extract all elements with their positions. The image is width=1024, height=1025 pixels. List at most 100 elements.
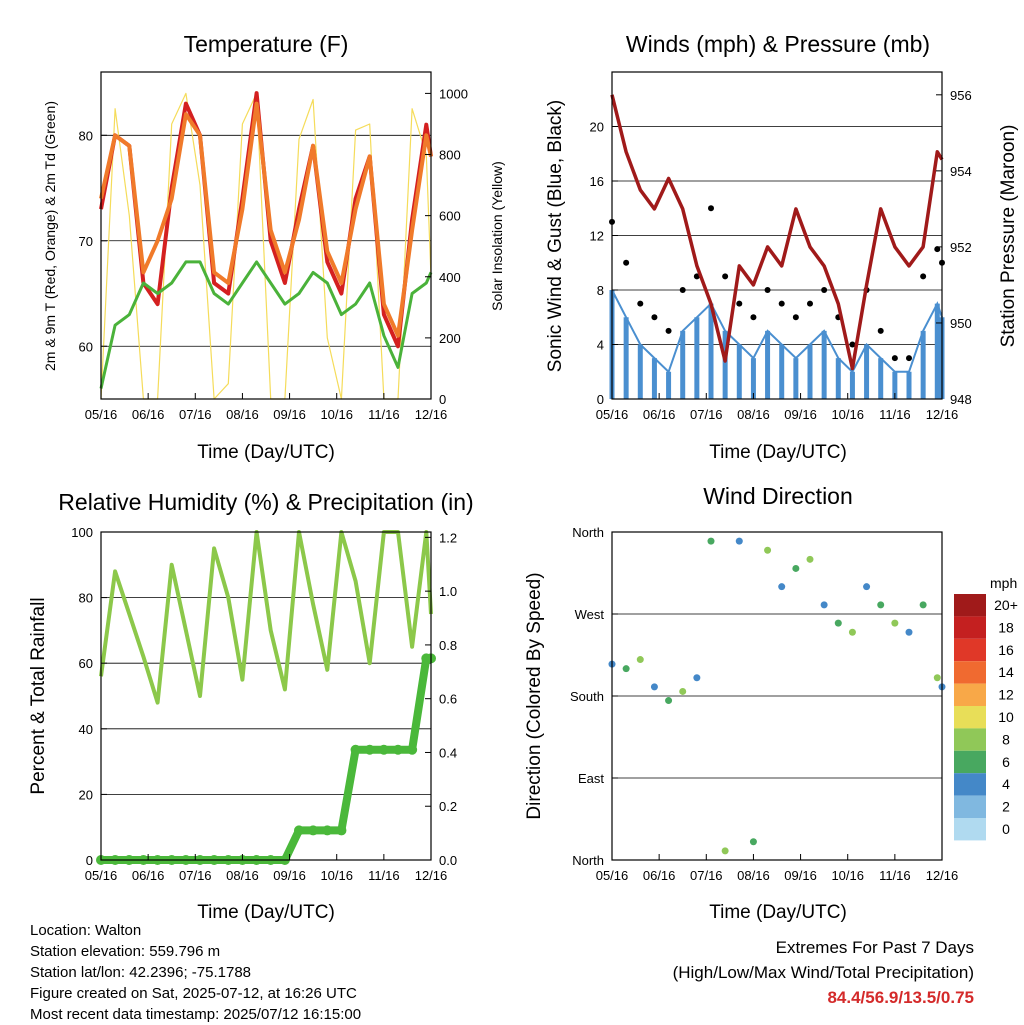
gust-point [891, 355, 898, 362]
latest-timestamp-text: Most recent data timestamp: 2025/07/12 1… [30, 1006, 362, 1023]
x-tick-label: 06/16 [643, 868, 676, 883]
precip-point [364, 744, 375, 755]
colorbar-swatch [954, 728, 986, 751]
y2-tick-label: 954 [950, 164, 972, 179]
gust-point [693, 273, 700, 280]
direction-point [707, 537, 715, 545]
direction-point [863, 583, 871, 591]
colorbar-title: mph [990, 575, 1017, 591]
winds-series [609, 94, 945, 399]
y-tick-label: 20 [79, 787, 93, 802]
x-tick-label: 11/16 [879, 407, 911, 422]
x-tick-label: 06/16 [643, 407, 676, 422]
temperature-plot-frame [100, 71, 432, 400]
station-info: Location: Walton Station elevation: 559.… [30, 920, 361, 1025]
colorbar-swatch [954, 773, 986, 796]
x-tick-label: 09/16 [784, 868, 817, 883]
winds-y-ticks: 0 4 8 12 16 20 [590, 120, 618, 407]
x-tick-label: 06/16 [132, 407, 165, 422]
wind-direction-x-title: Time (Day/UTC) [709, 902, 847, 923]
direction-point [636, 656, 644, 664]
wind-line [611, 289, 943, 374]
colorbar-label: 4 [1002, 776, 1010, 792]
direction-point [834, 619, 842, 627]
precip-point [407, 744, 418, 755]
y2-tick-label: 400 [439, 270, 461, 285]
direction-point [877, 601, 885, 609]
direction-tick-label: East [578, 771, 604, 786]
extremes-box: Extremes For Past 7 Days (High/Low/Max W… [673, 935, 974, 1010]
y2-tick-label: 0.8 [439, 638, 457, 653]
y2-tick-label: 1.0 [439, 584, 457, 599]
humidity-gridlines [101, 531, 431, 861]
x-tick-label: 06/16 [132, 868, 165, 883]
humidity-y-ticks: 0 20 40 60 80 100 [71, 525, 107, 868]
gust-point [778, 300, 785, 307]
x-tick-label: 09/16 [273, 868, 306, 883]
direction-point [820, 601, 828, 609]
direction-point [679, 687, 687, 695]
x-tick-label: 11/16 [879, 868, 911, 883]
gust-point [665, 327, 672, 334]
colorbar-swatch [954, 750, 986, 774]
colorbar-swatch [954, 818, 986, 841]
direction-point [650, 683, 658, 691]
gust-point [679, 287, 686, 293]
gust-point [708, 205, 714, 212]
precip-point [336, 825, 347, 836]
x-tick-label: 07/16 [179, 868, 212, 883]
x-tick-label: 05/16 [596, 407, 629, 422]
precip-point [350, 744, 361, 755]
wind-direction-points [608, 537, 946, 855]
precip-y-ticks: 0.0 0.2 0.4 0.6 0.8 1.0 1.2 [425, 530, 457, 868]
x-tick-label: 12/16 [415, 868, 448, 883]
gust-point [623, 259, 630, 266]
humidity-x-ticks: 05/16 06/16 07/16 08/16 09/16 10/16 11/16 12/16 [85, 854, 448, 883]
x-tick-label: 10/16 [320, 868, 353, 883]
temperature-y-title: 2m & 9m T (Red, Orange) & 2m Td (Green) [42, 101, 58, 371]
latlon-text: Station lat/lon: 42.2396; -75.1788 [30, 964, 252, 981]
x-tick-label: 05/16 [596, 868, 629, 883]
colorbar-swatch [954, 795, 986, 818]
temperature-panel: Temperature (F) 60 70 80 0 200 400 600 800 1000… [42, 31, 505, 463]
temperature-y-ticks: 60 70 80 [79, 128, 107, 354]
humidity-plot-frame [100, 531, 432, 861]
x-tick-label: 07/16 [690, 407, 723, 422]
x-tick-label: 07/16 [690, 868, 723, 883]
colorbar-swatch [954, 594, 986, 617]
gust-point [934, 246, 941, 253]
x-tick-label: 10/16 [831, 407, 864, 422]
gust-point [877, 327, 884, 334]
direction-point [721, 847, 729, 855]
y2-tick-label: 952 [950, 240, 972, 255]
direction-point [749, 838, 757, 846]
colorbar-label: 6 [1002, 754, 1010, 770]
y2-tick-label: 0.6 [439, 692, 457, 707]
y2-tick-label: 956 [950, 88, 972, 103]
temperature-x-title: Time (Day/UTC) [197, 442, 335, 463]
winds-pressure-panel: Winds (mph) & Pressure (mb) 0 4 8 12 16 20 94… [545, 31, 1019, 463]
direction-point [806, 555, 814, 563]
x-tick-label: 11/16 [368, 868, 400, 883]
direction-point [848, 628, 856, 636]
y-tick-label: 12 [590, 229, 604, 244]
x-tick-label: 08/16 [226, 407, 259, 422]
t2m-line [99, 91, 433, 349]
y-tick-label: 60 [79, 656, 93, 671]
wind-direction-panel: Wind Direction North East South West North 0… [524, 483, 1018, 923]
direction-point [665, 697, 673, 705]
wind-direction-y-title: Direction (Colored By Speed) [524, 572, 545, 819]
pressure-y-ticks: 948 950 952 954 956 [936, 88, 972, 407]
colorbar-label: 10 [998, 709, 1014, 725]
direction-point [622, 665, 630, 673]
pressure-line [610, 94, 944, 371]
x-tick-label: 10/16 [320, 407, 353, 422]
colorbar-label: 16 [998, 642, 1014, 658]
x-tick-label: 09/16 [273, 407, 306, 422]
extremes-subheading: (High/Low/Max Wind/Total Precipitation) [672, 963, 974, 982]
wind-direction-y-ticks: North East South West North [570, 525, 618, 868]
wind-direction-gridlines [612, 613, 942, 779]
y2-tick-label: 0.0 [439, 853, 457, 868]
solar-insolation-series [100, 92, 432, 400]
colorbar-swatch [954, 683, 986, 706]
